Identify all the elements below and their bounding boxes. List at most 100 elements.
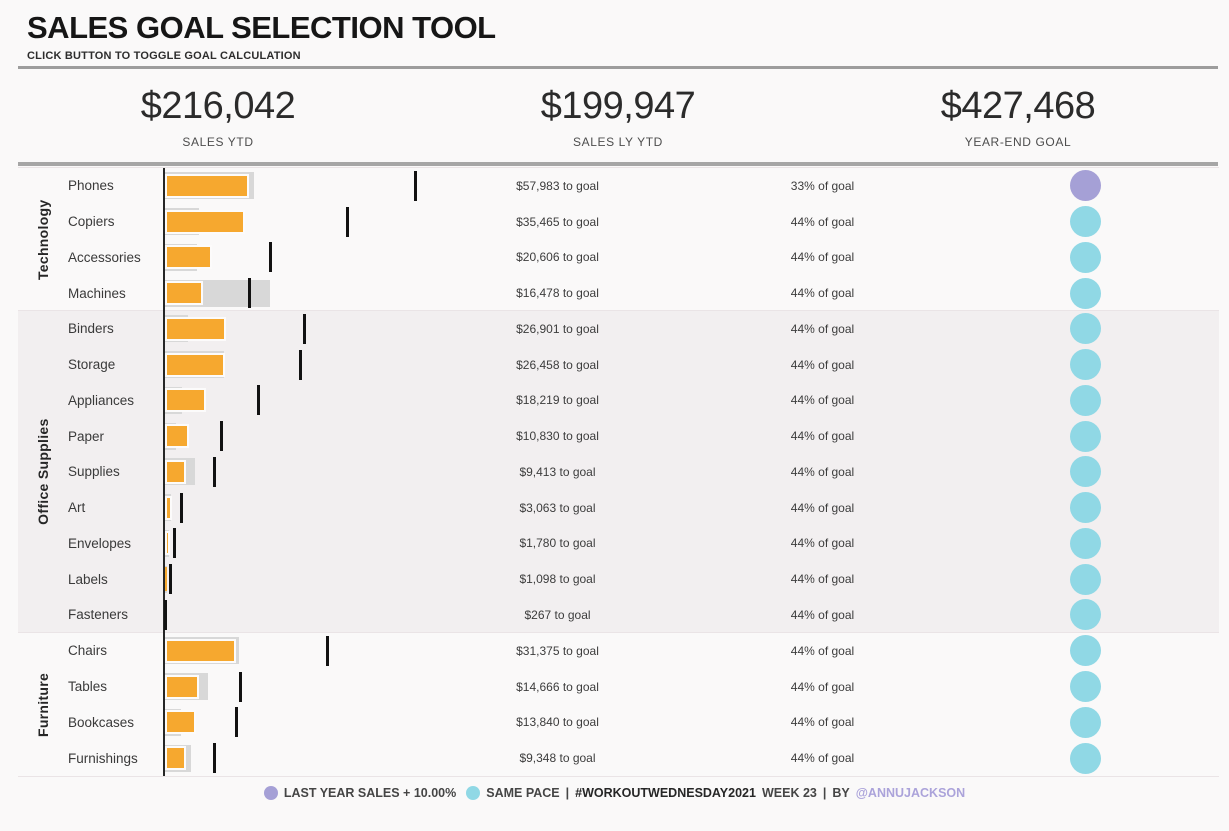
to-goal-text: $13,840 to goal: [516, 715, 599, 730]
goal-toggle-button[interactable]: [1069, 671, 1101, 702]
to-goal-text: $31,375 to goal: [516, 643, 599, 658]
sales-bar: [164, 746, 186, 771]
sales-bar: [164, 173, 249, 198]
table-row: Machines $16,478 to goal 44% of goal: [0, 275, 1229, 311]
row-label: Chairs: [68, 643, 108, 659]
row-label: Fasteners: [68, 607, 129, 623]
to-goal-text: $14,666 to goal: [516, 679, 599, 694]
row-label: Bookcases: [68, 714, 135, 730]
sales-bar: [164, 352, 225, 377]
goal-toggle-button[interactable]: [1069, 706, 1101, 738]
goal-tick: [302, 313, 306, 344]
table-row: Labels $1,098 to goal 44% of goal: [0, 561, 1229, 597]
goal-toggle-button[interactable]: [1069, 492, 1101, 524]
table-row: Bookcases $13,840 to goal 44% of goal: [0, 704, 1229, 740]
table-row: Paper $10,830 to goal 44% of goal: [0, 418, 1229, 454]
table-row: Fasteners $267 to goal 44% of goal: [0, 597, 1229, 633]
goal-tick: [345, 206, 349, 237]
pct-of-goal-text: 44% of goal: [790, 607, 855, 622]
sales-bar: [164, 567, 167, 592]
goal-tick: [212, 456, 216, 487]
pct-of-goal-text: 44% of goal: [790, 214, 855, 229]
section-boundary-line: [18, 310, 1219, 312]
goal-tick: [219, 421, 223, 452]
kpi-year-end-goal: $427,468 YEAR-END GOAL: [858, 84, 1178, 149]
pct-of-goal-text: 44% of goal: [790, 643, 855, 658]
to-goal-text: $26,901 to goal: [516, 321, 599, 336]
row-label: Envelopes: [68, 535, 132, 551]
goal-toggle-button[interactable]: [1069, 742, 1101, 774]
goal-tick: [256, 385, 260, 416]
goal-tick: [247, 278, 251, 309]
goal-toggle-button[interactable]: [1069, 277, 1101, 309]
to-goal-text: $20,606 to goal: [516, 250, 599, 265]
goal-tick: [212, 743, 216, 774]
kpi-divider: [18, 162, 1218, 166]
goal-toggle-button[interactable]: [1069, 456, 1101, 488]
section-boundary-line: [18, 631, 1219, 633]
kpi-sales-ly-ytd-value: $199,947: [540, 85, 696, 127]
goal-toggle-button[interactable]: [1069, 170, 1101, 202]
pct-of-goal-text: 44% of goal: [790, 679, 855, 694]
goal-toggle-button[interactable]: [1069, 349, 1101, 381]
row-label: Paper: [68, 428, 105, 444]
row-label: Accessories: [68, 249, 141, 265]
goal-toggle-button[interactable]: [1069, 563, 1101, 595]
sales-bar: [164, 459, 186, 484]
table-row: Supplies $9,413 to goal 44% of goal: [0, 454, 1229, 490]
sales-bar: [164, 674, 199, 699]
goal-tick: [234, 707, 238, 738]
pct-of-goal-text: 44% of goal: [790, 500, 855, 515]
row-label: Appliances: [68, 392, 135, 408]
sales-bar: [164, 531, 170, 556]
pct-of-goal-text: 44% of goal: [790, 536, 855, 551]
row-label: Supplies: [68, 464, 120, 480]
to-goal-text: $3,063 to goal: [519, 500, 596, 515]
goal-toggle-button[interactable]: [1069, 527, 1101, 559]
goal-tick: [163, 599, 167, 630]
to-goal-text: $35,465 to goal: [516, 214, 599, 229]
to-goal-text: $9,348 to goal: [519, 751, 596, 766]
legend-separator: |: [565, 786, 570, 800]
goal-toggle-button[interactable]: [1069, 206, 1101, 238]
goal-toggle-button[interactable]: [1069, 635, 1101, 667]
kpi-sales-ytd: $216,042 SALES YTD: [58, 84, 378, 149]
author-handle[interactable]: @ANNUJACKSON: [855, 786, 966, 800]
goal-toggle-button[interactable]: [1069, 599, 1101, 631]
section-boundary-line: [18, 775, 1219, 777]
pct-of-goal-text: 44% of goal: [790, 464, 855, 479]
same-pace-legend-dot-icon: [466, 786, 481, 800]
goal-tick: [298, 349, 302, 380]
goal-tick: [179, 492, 183, 523]
to-goal-text: $267 to goal: [524, 607, 591, 622]
goal-tick: [413, 170, 417, 201]
row-label: Machines: [68, 285, 126, 301]
same-pace-legend-label: SAME PACE: [486, 786, 560, 800]
row-label: Furnishings: [68, 750, 138, 766]
to-goal-text: $1,780 to goal: [519, 536, 596, 551]
pct-of-goal-text: 44% of goal: [790, 250, 855, 265]
section-boundary-line: [18, 167, 1219, 168]
pct-of-goal-text: 44% of goal: [790, 393, 855, 408]
pct-of-goal-text: 44% of goal: [790, 715, 855, 730]
sales-bar: [164, 388, 206, 413]
table-row: Storage $26,458 to goal 44% of goal: [0, 347, 1229, 383]
header-divider: [18, 66, 1218, 69]
sales-bar: [164, 638, 236, 663]
goal-toggle-button[interactable]: [1069, 384, 1101, 416]
goal-tick: [172, 528, 176, 559]
kpi-year-end-goal-label: YEAR-END GOAL: [964, 135, 1072, 149]
goal-toggle-button[interactable]: [1069, 420, 1101, 452]
row-label: Binders: [68, 321, 114, 337]
kpi-sales-ytd-value: $216,042: [140, 85, 296, 127]
goal-toggle-button[interactable]: [1069, 241, 1101, 273]
goal-tick: [238, 671, 242, 702]
pct-of-goal-text: 44% of goal: [790, 321, 855, 336]
sales-bar: [164, 495, 172, 520]
table-row: Binders $26,901 to goal 44% of goal: [0, 311, 1229, 347]
row-label: Storage: [68, 357, 116, 373]
goal-toggle-button[interactable]: [1069, 313, 1101, 345]
sales-bar: [164, 316, 226, 341]
pct-of-goal-text: 44% of goal: [790, 357, 855, 372]
